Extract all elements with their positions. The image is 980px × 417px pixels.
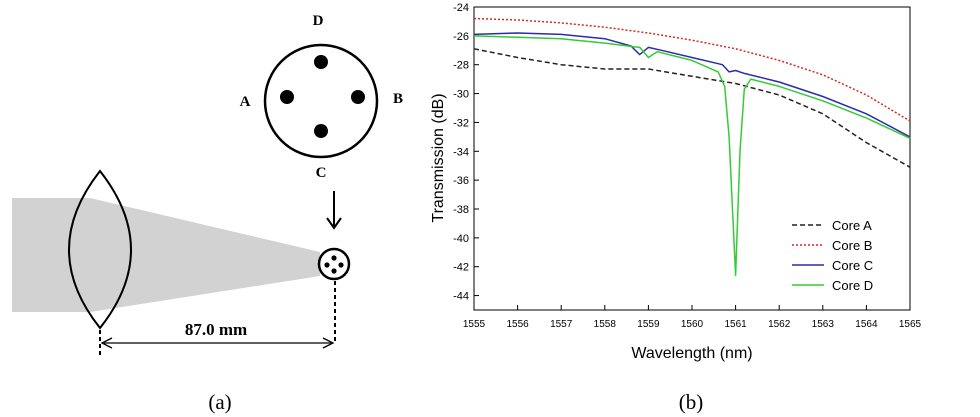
light-beam (12, 198, 320, 312)
y-tick-label: -44 (453, 291, 469, 303)
small-core-d-dot (331, 255, 337, 261)
caption-b: (b) (679, 390, 704, 414)
legend: Core A Core B Core C Core D (792, 218, 873, 293)
fiber-cross-section-small (317, 247, 351, 281)
x-tick-label: 1556 (506, 319, 529, 330)
x-tick-label: 1555 (463, 319, 486, 330)
y-tick-label: -26 (453, 31, 469, 43)
core-b-dot (351, 90, 365, 104)
caption-a: (a) (208, 390, 231, 414)
core-c-dot (314, 124, 328, 138)
legend-label: Core A (832, 218, 872, 233)
panel-a-schematic: 87.0 mm D A B C (a) (12, 13, 403, 414)
x-axis: 1555 1556 1557 1558 1559 1560 1561 1562 1563 1564… (463, 305, 922, 330)
y-axis: -24 -26 -28 -30 -32 -34 -36 -38 -40 -42 -44 (453, 2, 479, 303)
distance-arrowhead-right-icon (322, 337, 335, 349)
y-tick-label: -24 (453, 2, 469, 14)
y-tick-label: -42 (453, 262, 469, 274)
lens-icon (68, 169, 132, 330)
x-tick-label: 1557 (550, 319, 573, 330)
x-tick-label: 1563 (812, 319, 835, 330)
y-tick-label: -36 (453, 175, 469, 187)
y-axis-title: Transmission (dB) (430, 93, 447, 222)
legend-label: Core D (832, 278, 873, 293)
down-arrowhead-icon (326, 217, 342, 230)
core-a-dot (280, 90, 294, 104)
core-d-dot (314, 55, 328, 69)
x-tick-label: 1560 (681, 319, 704, 330)
series-line-core-d (473, 35, 911, 277)
distance-arrowhead-left-icon (100, 337, 113, 349)
small-core-b-dot (338, 262, 344, 268)
series-line-core-b (473, 17, 911, 122)
legend-label: Core C (832, 258, 873, 273)
x-tick-label: 1564 (855, 319, 878, 330)
distance-label: 87.0 mm (185, 320, 247, 339)
core-label-b: B (393, 91, 403, 107)
fiber-cross-section-large (263, 43, 379, 159)
panel-b-chart: -24-26-28-30-32-34-36-38-40-42-44 1555 15… (430, 2, 922, 414)
core-label-c: C (316, 165, 327, 181)
core-label-d: D (313, 13, 324, 29)
y-tick-label: -38 (453, 204, 469, 216)
x-tick-label: 1565 (899, 319, 922, 330)
y-tick-label: -28 (453, 60, 469, 72)
x-tick-label: 1561 (724, 319, 747, 330)
x-tick-label: 1559 (637, 319, 660, 330)
x-axis-title: Wavelength (nm) (631, 345, 752, 362)
series-line-core-c (473, 32, 911, 138)
y-tick-label: -30 (453, 89, 469, 101)
series-line-core-a (473, 48, 911, 168)
x-tick-label: 1562 (768, 319, 791, 330)
y-tick-label: -34 (453, 146, 469, 158)
y-tick-label: -40 (453, 233, 469, 245)
series-layer (473, 17, 911, 277)
y-tick-label: -32 (453, 117, 469, 129)
x-tick-label: 1558 (594, 319, 617, 330)
small-core-a-dot (324, 262, 330, 268)
small-core-c-dot (331, 268, 337, 274)
legend-label: Core B (832, 238, 872, 253)
core-label-a: A (240, 94, 251, 110)
